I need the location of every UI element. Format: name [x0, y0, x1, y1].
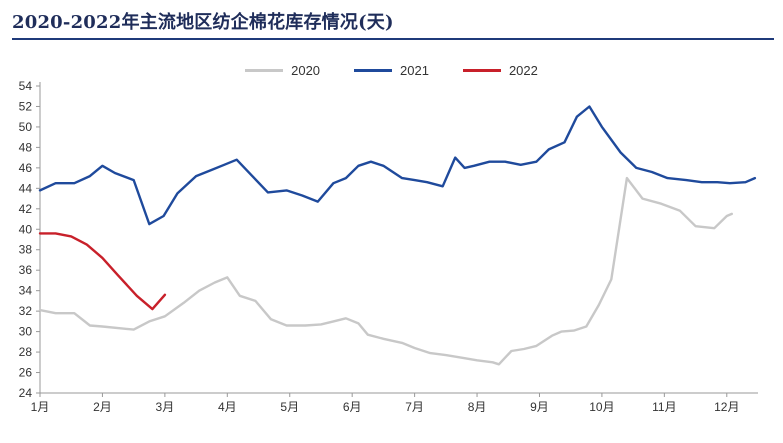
x-tick-label: 8月: [468, 400, 487, 414]
y-tick-label: 48: [19, 140, 33, 154]
legend-label-2020: 2020: [291, 63, 321, 78]
y-tick-label: 30: [19, 325, 33, 339]
y-tick-label: 38: [19, 243, 33, 257]
title-underline: [12, 38, 774, 40]
y-tick-label: 26: [19, 366, 33, 380]
chart-title: 2020-2022年主流地区纺企棉花库存情况(天): [12, 12, 394, 33]
x-tick-label: 4月: [218, 400, 237, 414]
y-tick-label: 24: [19, 386, 33, 400]
series-line-2022: [38, 232, 167, 311]
y-tick-label: 42: [19, 202, 33, 216]
legend-label-2021: 2021: [400, 63, 429, 78]
y-tick-label: 34: [19, 284, 33, 298]
x-tick-label: 6月: [343, 400, 362, 414]
legend-item-2020: 2020: [245, 63, 320, 78]
y-tick-label: 28: [19, 345, 33, 359]
y-tick-label: 36: [19, 263, 33, 277]
y-tick-label: 40: [19, 222, 33, 236]
legend-label-2022: 2022: [508, 63, 538, 78]
legend-swatch-2021: [354, 69, 393, 72]
y-tick-label: 44: [19, 181, 33, 195]
x-tick-label: 9月: [530, 400, 549, 414]
y-tick-label: 54: [19, 79, 33, 93]
legend-item-2022: 2022: [462, 63, 538, 78]
x-tick-label: 1月: [31, 400, 50, 414]
x-tick-label: 2月: [93, 400, 112, 414]
series-line-2020: [38, 176, 733, 366]
series-line-2021: [38, 105, 757, 226]
x-tick-label: 12月: [714, 400, 739, 414]
legend-swatch-2022: [462, 69, 501, 72]
legend-swatch-2020: [245, 69, 284, 72]
x-tick-label: 3月: [156, 400, 175, 414]
x-tick-label: 5月: [280, 400, 299, 414]
y-tick-label: 52: [19, 99, 33, 113]
x-tick-label: 7月: [405, 400, 424, 414]
chart-legend: 2020 2021 2022: [0, 63, 783, 78]
y-tick-label: 32: [19, 304, 33, 318]
legend-item-2021: 2021: [354, 63, 429, 78]
x-tick-label: 11月: [652, 400, 676, 414]
x-tick-label: 10月: [589, 400, 614, 414]
y-tick-label: 50: [19, 120, 33, 134]
y-tick-label: 46: [19, 161, 33, 175]
